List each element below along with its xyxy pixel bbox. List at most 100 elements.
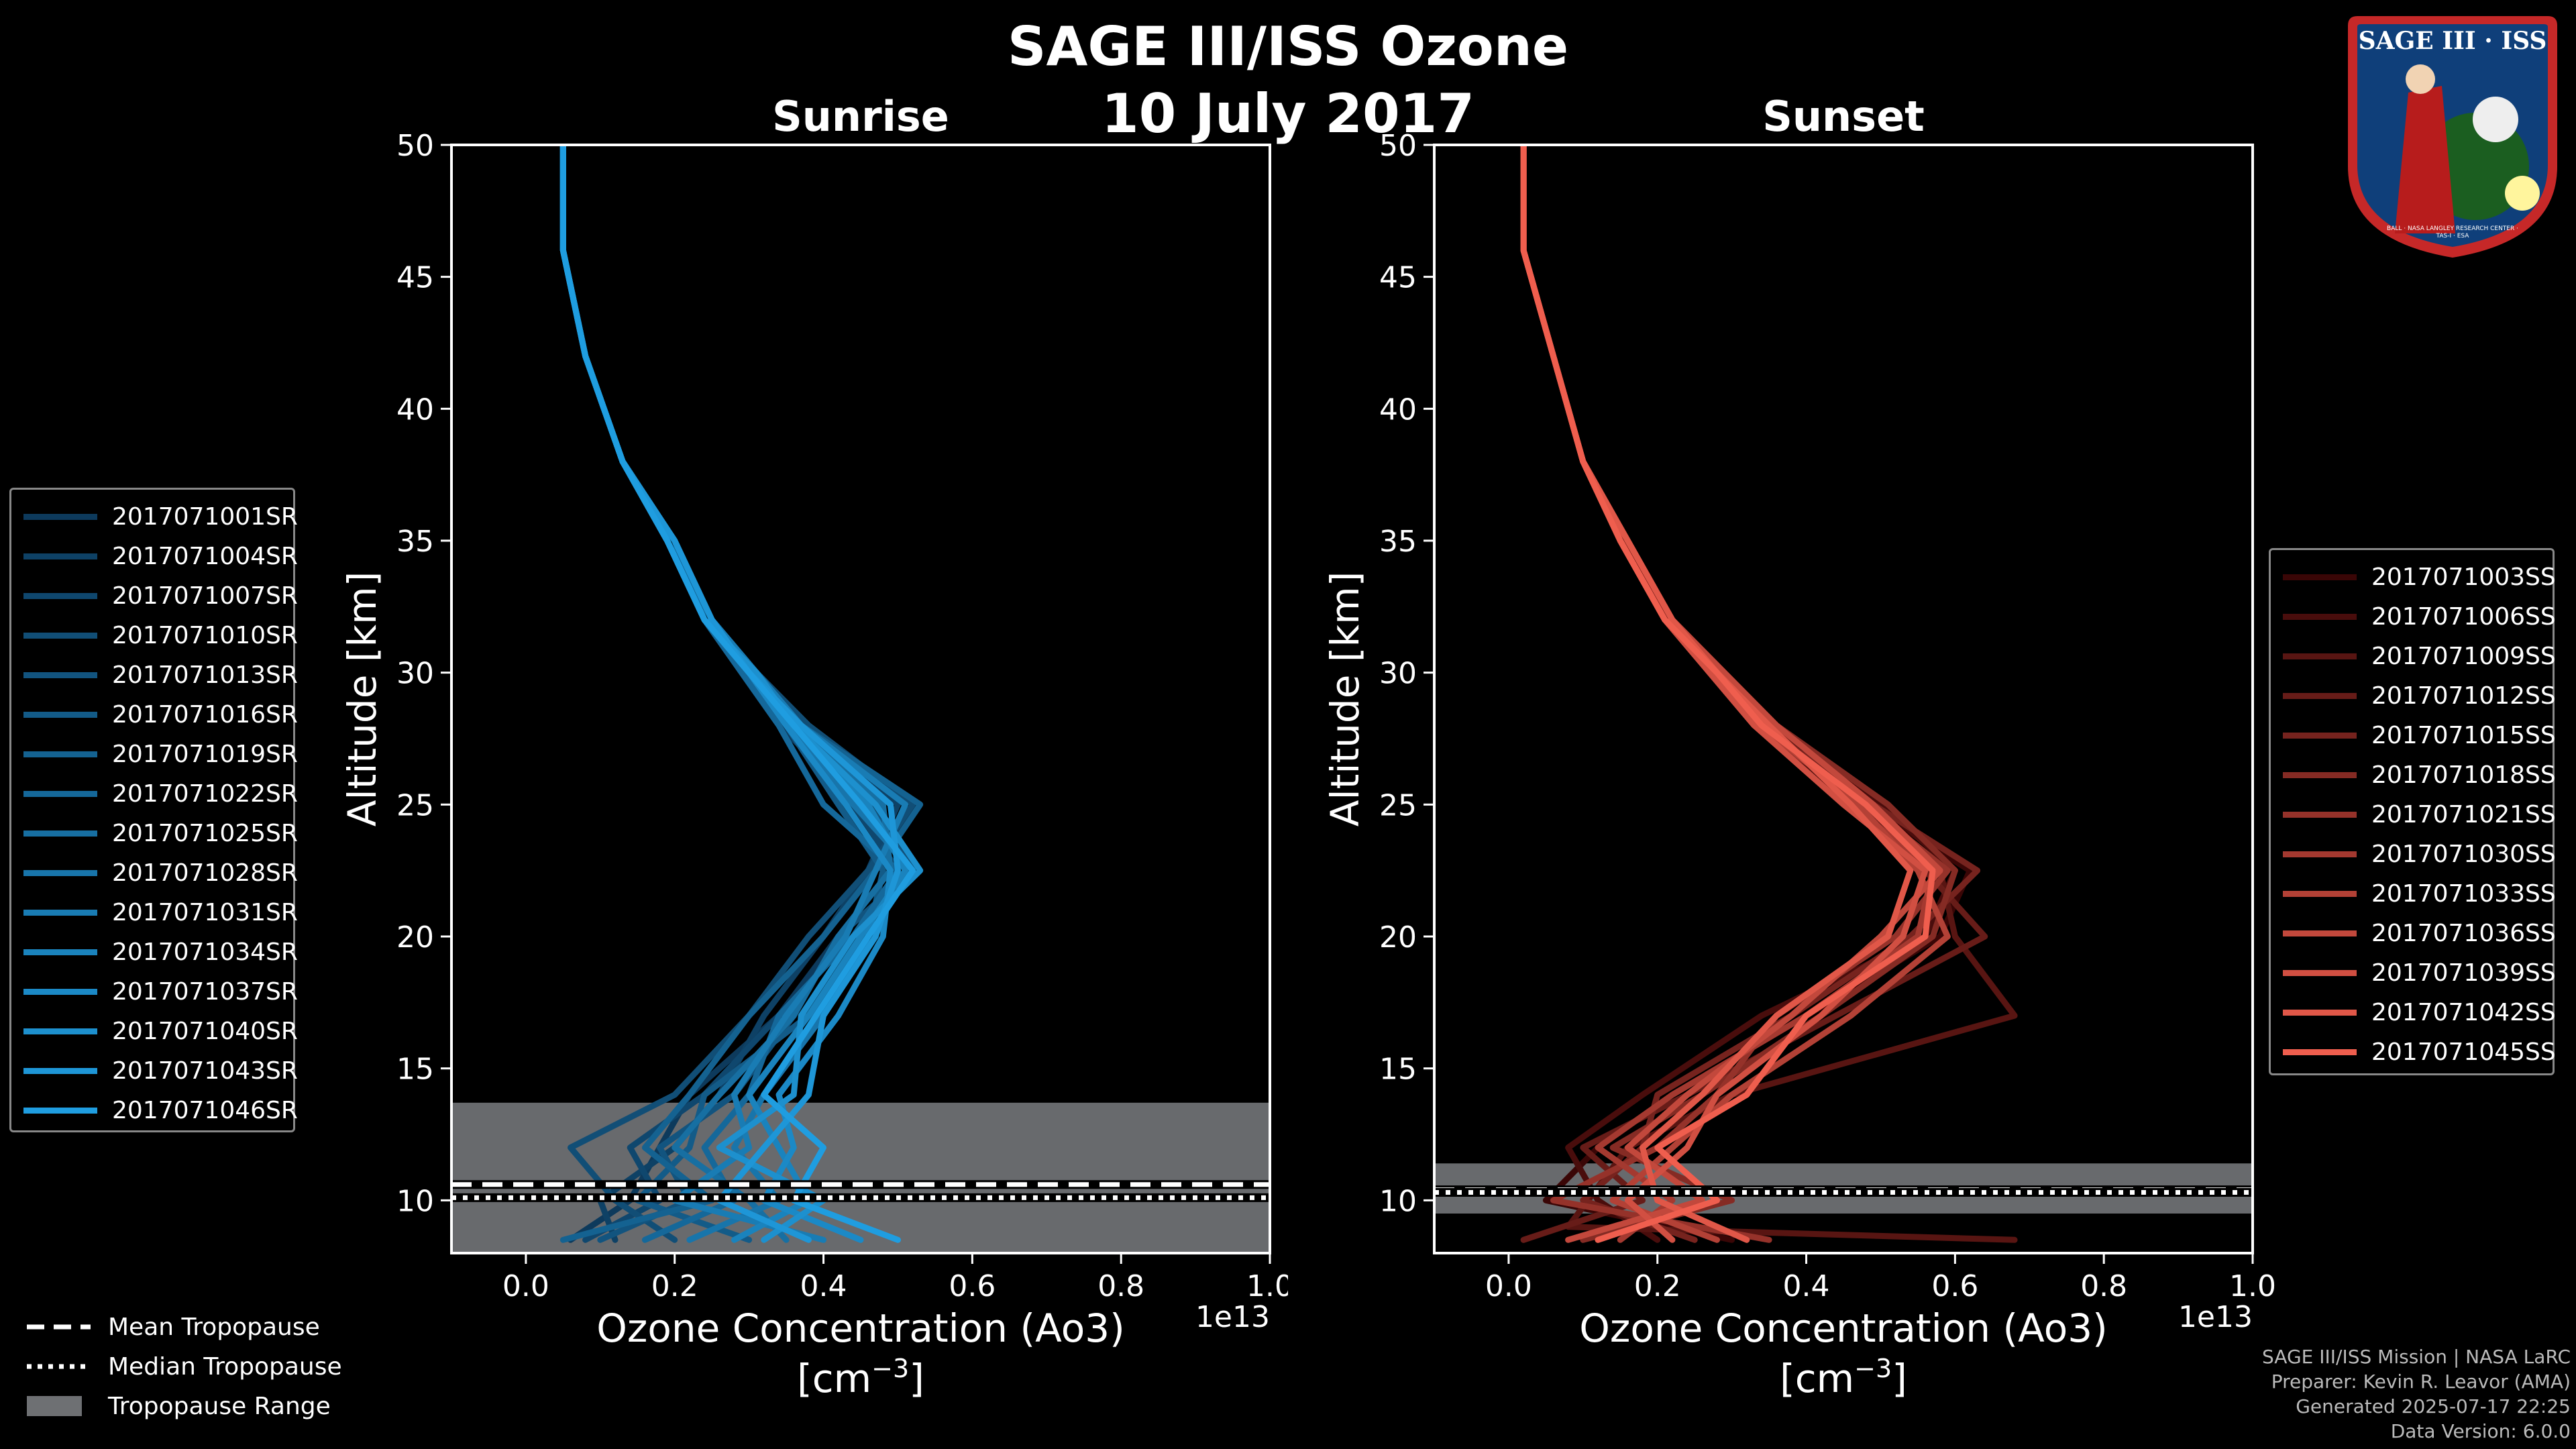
sunset-plot-frame	[1433, 144, 2254, 1254]
sunset-offset-label: 1e13	[2178, 1300, 2253, 1334]
legend-swatch	[2283, 732, 2357, 739]
legend-entry: 2017071042SS	[2271, 995, 2556, 1030]
sunset-title: Sunset	[1762, 92, 1925, 141]
y-tick-label: 25	[1379, 788, 1417, 822]
footer-credits: SAGE III/ISS Mission | NASA LaRC Prepare…	[1967, 1344, 2571, 1444]
legend-label: 2017071021SS	[2371, 800, 2556, 828]
footer-line4: Data Version: 6.0.0	[2390, 1420, 2571, 1442]
legend-swatch	[2283, 653, 2357, 659]
legend-swatch	[2283, 613, 2357, 620]
legend-label: 2017071019SR	[112, 740, 298, 768]
y-tick-label: 10	[1379, 1184, 1417, 1218]
legend-swatch	[2283, 851, 2357, 857]
legend-label: 2017071010SR	[112, 621, 298, 649]
legend-swatch	[23, 1067, 97, 1074]
legend-entry: 2017071003SS	[2271, 559, 2556, 594]
legend-entry: 2017071034SR	[11, 934, 298, 969]
profile-line-2017071009SS	[1520, 145, 2018, 1243]
legend-label: 2017071012SS	[2371, 682, 2556, 710]
legend-label: 2017071040SR	[112, 1017, 298, 1045]
legend-label: 2017071016SR	[112, 700, 298, 729]
legend-swatch	[2283, 890, 2357, 897]
legend-label: 2017071004SR	[112, 542, 298, 570]
y-tick-label: 20	[396, 920, 434, 955]
x-tick-label: 0.0	[1485, 1269, 1532, 1303]
sunrise-xlabel: Ozone Concentration (Ao3)	[596, 1305, 1125, 1351]
legend-swatch	[23, 513, 97, 520]
legend-entry: 2017071045SS	[2271, 1034, 2556, 1069]
y-tick-label: 45	[1379, 261, 1417, 295]
legend-range-entry: Tropopause Range	[20, 1389, 331, 1424]
legend-entry: 2017071018SS	[2271, 757, 2556, 792]
y-tick-label: 15	[396, 1053, 434, 1087]
legend-entry: 2017071030SS	[2271, 837, 2556, 871]
legend-label: 2017071025SR	[112, 819, 298, 847]
y-tick-label: 50	[1379, 129, 1417, 163]
y-tick-label: 45	[396, 261, 434, 295]
sunrise-legend: 2017071001SR 2017071004SR 2017071007SR 2017…	[9, 488, 298, 1132]
legend-entry: 2017071016SR	[11, 697, 298, 732]
sunrise-panel: 0.0 0.2 0.4 0.6 0.8 1.0 10 15 20 25 30 35 40 45 50 Sun…	[339, 92, 1288, 1401]
legend-entry: 2017071019SR	[11, 737, 298, 771]
legend-entry: 2017071012SS	[2271, 678, 2556, 713]
legend-label: 2017071036SS	[2371, 919, 2556, 947]
legend-label: 2017071039SS	[2371, 959, 2556, 987]
legend-label: 2017071001SR	[112, 502, 298, 531]
sunset-xunits: [cm−3]	[1780, 1354, 1907, 1401]
legend-entry: 2017071006SS	[2271, 599, 2556, 634]
sunrise-xunits: [cm−3]	[797, 1354, 924, 1401]
profile-line-2017071015SS	[1520, 145, 1981, 1243]
legend-entry: 2017071022SR	[11, 776, 298, 811]
legend-swatch	[23, 909, 97, 916]
mean-swatch	[27, 1324, 91, 1330]
legend-mean-entry: Mean Tropopause	[20, 1309, 320, 1344]
y-tick-label: 15	[1379, 1053, 1417, 1087]
legend-label: 2017071007SR	[112, 582, 298, 610]
legend-swatch	[23, 751, 97, 757]
profile-line-2017071045SS	[1520, 145, 1936, 1243]
legend-entry: 2017071015SS	[2271, 718, 2556, 753]
x-tick-label: 0.0	[502, 1269, 549, 1303]
sage-logo-graphic	[2348, 16, 2557, 258]
legend-label: 2017071028SR	[112, 859, 298, 887]
tropopause-legend: Mean Tropopause Median Tropopause Tropop…	[20, 1309, 396, 1430]
legend-swatch	[23, 553, 97, 559]
legend-entry: 2017071028SR	[11, 855, 298, 890]
legend-swatch	[2283, 1049, 2357, 1055]
legend-swatch	[2283, 930, 2357, 936]
legend-label: 2017071034SR	[112, 938, 298, 966]
profile-line-2017071042SS	[1520, 145, 1914, 1243]
legend-swatch	[2283, 1009, 2357, 1016]
x-tick-label: 0.6	[949, 1269, 996, 1303]
legend-swatch	[2283, 574, 2357, 580]
x-tick-label: 0.8	[1097, 1269, 1144, 1303]
legend-swatch	[23, 949, 97, 955]
legend-label: 2017071022SR	[112, 780, 298, 808]
x-tick-label: 1.0	[2229, 1269, 2276, 1303]
sage-logo: SAGE III · ISS BALL · NASA LANGLEY RESEA…	[2341, 12, 2564, 262]
y-tick-label: 35	[396, 525, 434, 559]
y-tick-label: 35	[1379, 525, 1417, 559]
footer-line2: Preparer: Kevin R. Leavor (AMA)	[2271, 1371, 2571, 1393]
legend-label: 2017071013SR	[112, 661, 298, 689]
legend-label: 2017071037SR	[112, 977, 298, 1006]
y-tick-label: 40	[396, 392, 434, 427]
legend-median-label: Median Tropopause	[108, 1352, 342, 1381]
legend-entry: 2017071007SR	[11, 578, 298, 613]
legend-label: 2017071042SS	[2371, 998, 2556, 1026]
legend-mean-label: Mean Tropopause	[108, 1313, 320, 1341]
range-swatch	[27, 1396, 82, 1416]
legend-entry: 2017071021SS	[2271, 797, 2556, 832]
logo-ring-text: BALL · NASA LANGLEY RESEARCH CENTER · TA…	[2387, 225, 2518, 239]
legend-median-entry: Median Tropopause	[20, 1349, 342, 1384]
legend-label: 2017071033SS	[2371, 879, 2556, 908]
sunset-xlabel: Ozone Concentration (Ao3)	[1579, 1305, 2108, 1351]
x-tick-label: 0.2	[651, 1269, 698, 1303]
x-tick-label: 0.8	[2080, 1269, 2127, 1303]
legend-entry: 2017071025SR	[11, 816, 298, 851]
y-tick-label: 10	[396, 1184, 434, 1218]
legend-label: 2017071006SS	[2371, 602, 2556, 631]
y-tick-label: 30	[396, 657, 434, 691]
legend-swatch	[23, 790, 97, 797]
profile-line-2017071046SR	[559, 145, 916, 1243]
